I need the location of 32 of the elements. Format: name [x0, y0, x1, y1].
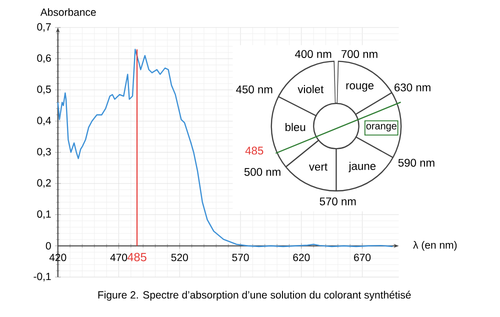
annotation: bleu — [286, 122, 306, 131]
y-tick-label: 0,3 — [37, 148, 51, 156]
x-tick-label: 520 — [171, 254, 188, 261]
annotation: 500 nm — [244, 168, 280, 176]
y-axis-title: Absorbance — [40, 8, 96, 16]
y-tick-label: 0,1 — [37, 210, 51, 219]
annotation: 590 nm — [398, 158, 434, 167]
annotation: violet — [298, 84, 324, 94]
y-tick-label: 0,7 — [37, 23, 51, 32]
annotation: 400 nm — [295, 50, 332, 58]
y-tick-label: 0,5 — [37, 85, 51, 94]
y-tick-label: 0 — [46, 242, 51, 250]
annotation: 630 nm — [394, 83, 430, 92]
x-tick-label: 620 — [293, 254, 310, 261]
annotation: 450 nm — [236, 85, 272, 94]
y-tick-label: 0,4 — [37, 116, 52, 126]
x-tick-label: 570 — [232, 254, 249, 261]
annotation: rouge — [346, 83, 374, 92]
annotation: 700 nm — [342, 50, 378, 58]
x-tick-label: 470 — [110, 254, 128, 261]
x-tick-label: 670 — [354, 254, 371, 261]
y-tick-label: -0,1 — [34, 272, 51, 282]
ref-line-label: 485 — [127, 252, 146, 262]
annotation: 570 nm — [320, 197, 356, 206]
annotation: 485 — [245, 146, 264, 154]
y-tick-label: 0,6 — [37, 54, 51, 63]
annotation: orange — [366, 124, 396, 132]
x-axis-title: λ (en nm) — [413, 240, 457, 251]
annotation: vert — [308, 163, 328, 170]
y-tick-label: 0,2 — [37, 178, 51, 188]
caption: Figure 2. Spectre d’absorption d’une solution du colorant synthétisé — [98, 290, 411, 301]
annotation: jaune — [348, 162, 376, 172]
